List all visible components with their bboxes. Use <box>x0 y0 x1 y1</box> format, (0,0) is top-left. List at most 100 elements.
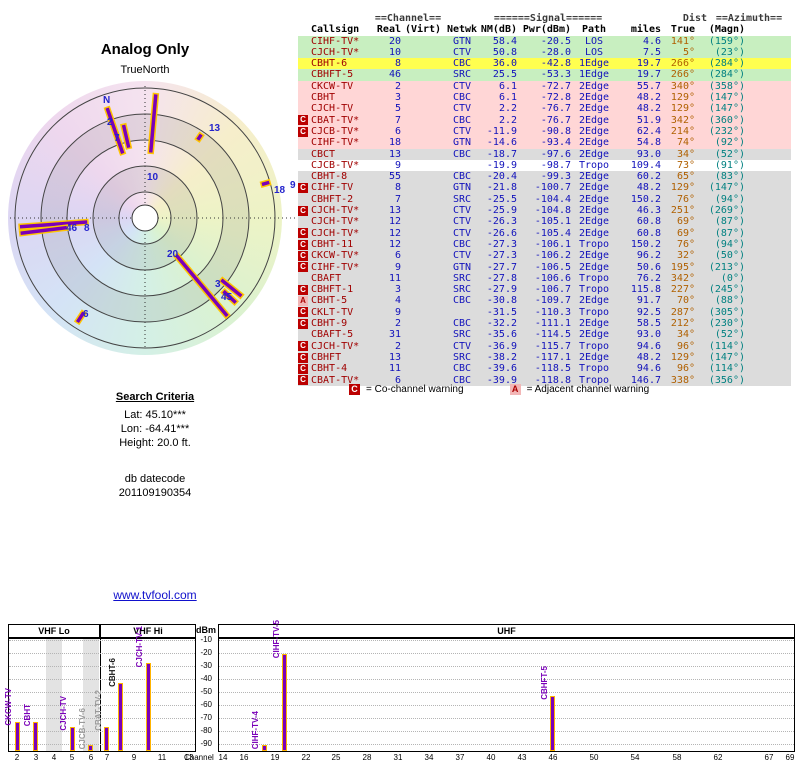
callsign-cell: CBHFT-5 <box>311 69 354 81</box>
callsign-cell: CBHT-11 <box>311 238 354 250</box>
network-cell: CBC <box>452 374 472 386</box>
x-tick-label: 16 <box>239 753 249 762</box>
y-tick-label: -40 <box>200 674 212 683</box>
radar-spoke-ch7 <box>120 122 133 150</box>
co-channel-warning-icon: C <box>298 363 308 374</box>
bar-label-CBAT-TV-2: CBAT-TV-2 <box>94 690 103 731</box>
real-channel-cell: 7 <box>394 114 401 126</box>
real-channel-cell: 9 <box>394 261 401 273</box>
callsign-cell: CBHT-8 <box>311 171 348 183</box>
co-channel-warning-icon: C <box>298 318 308 329</box>
magnetic-azimuth-cell: (94°) <box>714 238 745 250</box>
true-azimuth-cell: 76° <box>676 193 695 205</box>
bar-label-CBHFT-5: CBHFT-5 <box>540 666 549 700</box>
x-tick-label: 43 <box>517 753 527 762</box>
callsign-cell: CBAT-TV* <box>311 374 360 386</box>
true-azimuth-cell: 69° <box>676 216 695 228</box>
path-cell: Tropo <box>578 272 610 284</box>
table-row: C CKLT-TV 9 -31.5 -110.3 Tropo 92.5 287° (305°) <box>298 306 791 319</box>
nm-db-cell: -27.8 <box>486 272 517 284</box>
magnetic-azimuth-cell: (52°) <box>714 148 745 160</box>
nm-db-cell: -27.3 <box>486 238 517 250</box>
true-north-label: TrueNorth <box>120 64 170 76</box>
path-cell: 2Edge <box>578 227 610 239</box>
real-col-header: Real <box>376 24 401 36</box>
network-cell: CBC <box>452 171 472 183</box>
warn-cell: C <box>298 205 311 216</box>
nm-db-cell: -38.2 <box>486 351 517 363</box>
radar-spoke-ch3 <box>220 287 240 307</box>
table-row: C CJCB-TV* 6 CTV -11.9 -90.8 2Edge 62.4 214° (232… <box>298 125 791 138</box>
warn-cell: C <box>298 126 311 137</box>
true-azimuth-cell: 34° <box>676 329 695 341</box>
table-row: C CJCH-TV* 12 CTV -26.6 -105.4 2Edge 60.8 69° (87… <box>298 227 791 239</box>
nm-db-cell: -18.7 <box>486 148 517 160</box>
distance-cell: 60.8 <box>636 227 661 239</box>
x-tick-label: 67 <box>764 753 774 762</box>
gridline <box>219 653 794 654</box>
pwr-dbm-cell: -118.8 <box>534 374 571 386</box>
distance-cell: 60.8 <box>636 216 661 228</box>
true-azimuth-cell: 74° <box>676 137 695 149</box>
pwr-dbm-cell: -28.0 <box>540 46 571 58</box>
radar-spoke-ch18 <box>259 178 272 189</box>
db-datecode-value: 201109190354 <box>118 487 192 499</box>
gridline <box>219 718 794 719</box>
gridline <box>219 640 794 641</box>
gridline <box>219 679 794 680</box>
radar-label-3: 3 <box>215 279 221 290</box>
magnetic-azimuth-cell: (0°) <box>720 272 745 284</box>
y-axis-label: dBm <box>196 625 216 635</box>
path-cell: Tropo <box>578 159 610 171</box>
table-row: C CBHT-11 12 CBC -27.3 -106.1 Tropo 150.2 76° (94… <box>298 238 791 251</box>
distance-cell: 60.2 <box>636 171 661 183</box>
magnetic-azimuth-cell: (52°) <box>714 329 745 341</box>
gridline <box>219 666 794 667</box>
table-row: CBHT-6 8 CBC 36.0 -42.8 1Edge 19.7 266° (284°) <box>298 58 791 70</box>
magnetic-azimuth-cell: (50°) <box>714 250 745 262</box>
callsign-cell: CIHF-TV <box>311 182 354 194</box>
tvfool-link[interactable]: www.tvfool.com <box>113 588 197 602</box>
real-channel-cell: 12 <box>388 216 401 228</box>
radar-label-9: 9 <box>290 180 296 191</box>
callsign-cell: CBAT-TV* <box>311 114 360 126</box>
real-channel-cell: 13 <box>388 205 401 217</box>
network-cell: CTV <box>452 125 472 137</box>
pwr-dbm-cell: -104.4 <box>534 193 571 205</box>
callsign-cell: CJCH-TV* <box>311 46 360 58</box>
y-tick-label: -60 <box>200 700 212 709</box>
nm-db-cell: 36.0 <box>492 58 517 70</box>
real-channel-cell: 3 <box>394 284 401 296</box>
path-cell: 2Edge <box>578 148 610 160</box>
true-azimuth-cell: 214° <box>670 125 695 137</box>
table-group-header-row: ==Channel== ======Signal====== Dist ==Az… <box>298 13 791 24</box>
x-tick-label: 7 <box>104 753 110 762</box>
nm-db-cell: -27.7 <box>486 261 517 273</box>
x-tick-label: 4 <box>51 753 57 762</box>
true-azimuth-cell: 69° <box>676 227 695 239</box>
radar-spoke-ch13 <box>194 131 205 143</box>
nm-db-cell: -30.8 <box>486 295 517 307</box>
x-tick-label: 13 <box>184 753 194 762</box>
distance-cell: 150.2 <box>630 193 661 205</box>
path-cell: 2Edge <box>578 92 610 104</box>
pwr-dbm-cell: -106.1 <box>534 238 571 250</box>
distance-cell: 48.2 <box>636 103 661 115</box>
radar-spoke-ch20 <box>172 252 231 320</box>
true-azimuth-cell: 141° <box>670 35 695 47</box>
network-cell: CBC <box>452 295 472 307</box>
x-tick-label: 54 <box>630 753 640 762</box>
path-cell: 2Edge <box>578 329 610 341</box>
co-channel-warning-icon: C <box>298 126 308 137</box>
magnetic-azimuth-cell: (245°) <box>708 284 745 296</box>
x-tick-label: 2 <box>14 753 20 762</box>
co-channel-warning-icon: C <box>298 250 308 261</box>
nm-db-cell: -31.5 <box>486 306 517 318</box>
warn-cell: C <box>298 341 311 352</box>
gridline <box>219 692 794 693</box>
co-channel-warning-icon: C <box>298 115 308 126</box>
x-tick-label: 11 <box>157 753 167 762</box>
pwr-dbm-cell: -106.5 <box>534 261 571 273</box>
gridline <box>219 705 794 706</box>
